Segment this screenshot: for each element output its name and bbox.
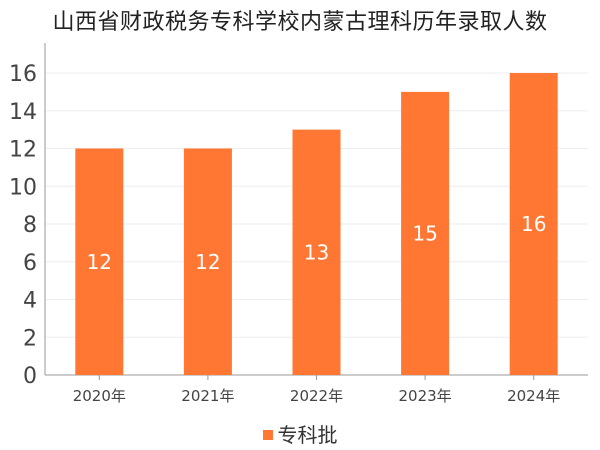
bars [75,73,558,376]
y-tick-label: 4 [23,289,37,314]
y-tick-label: 12 [9,138,37,163]
data-label: 12 [87,250,112,274]
y-tick-label: 0 [23,364,37,389]
legend-swatch-icon [262,430,273,440]
x-tick-label: 2020年 [73,387,126,405]
x-tick-label: 2024年 [507,387,560,405]
chart-title: 山西省财政税务专科学校内蒙古理科历年录取人数 [52,10,548,35]
data-label: 15 [412,221,437,245]
y-tick-label: 2 [23,326,37,351]
bar[interactable] [75,148,124,376]
y-tick-label: 14 [9,100,37,125]
bar[interactable] [292,129,341,375]
y-tick-label: 8 [23,213,37,238]
bar[interactable] [401,91,450,375]
y-tick-label: 6 [23,251,37,276]
legend[interactable]: 专科批 [0,419,600,448]
x-tick-label: 2022年 [290,387,343,405]
legend-label: 专科批 [277,423,338,447]
data-label: 12 [195,250,220,274]
bar[interactable] [183,148,232,376]
y-tick-label: 10 [9,175,37,200]
data-label: 16 [521,212,546,236]
bar[interactable] [509,73,558,375]
x-tick-label: 2021年 [181,387,234,405]
data-label: 13 [304,240,329,264]
y-tick-label: 16 [9,62,37,87]
x-tick-label: 2023年 [399,387,452,405]
labels: 0 2 4 6 8 10 12 14 16 2020年 12 2021年 12 2022年 13 2023年 1… [9,62,560,405]
